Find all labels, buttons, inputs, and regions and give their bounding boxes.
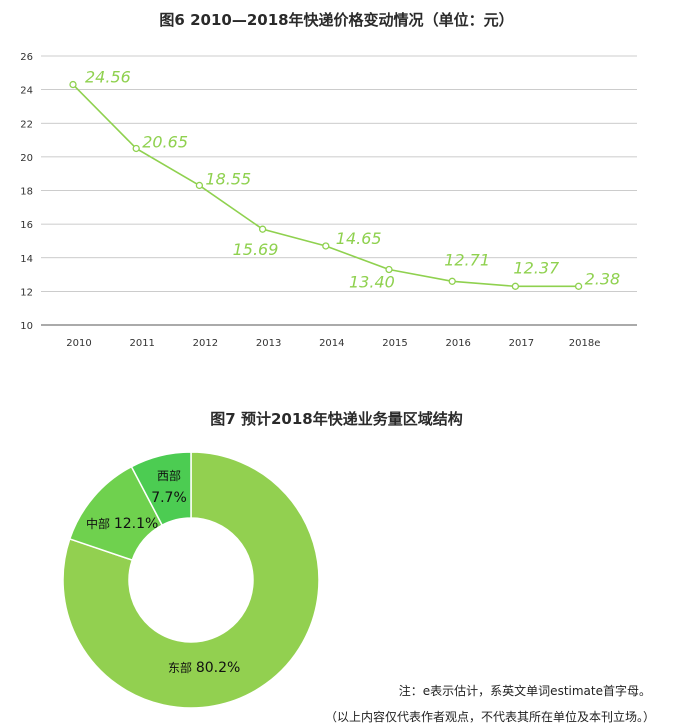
- data-point: [195, 181, 204, 190]
- line-chart: 26 24 22 20 18 16 14 12 10 2010 2011 2012 2013 2014 20…: [20, 52, 637, 349]
- x-tick-label: 2014: [319, 338, 344, 349]
- y-tick-label: 12: [20, 287, 33, 298]
- slice-name: 西部: [157, 468, 181, 483]
- data-point: [574, 282, 583, 290]
- x-tick-label: 2016: [445, 338, 470, 349]
- data-label: 20.65: [142, 132, 188, 151]
- slice-percent: 7.7%: [151, 490, 187, 506]
- data-point: [258, 225, 267, 233]
- slice-label: 中部 12.1%: [86, 516, 158, 532]
- y-tick-label: 26: [20, 52, 33, 63]
- x-tick-label: 2018e: [569, 338, 601, 349]
- data-point: [385, 265, 393, 274]
- series-line: [72, 84, 579, 288]
- x-tick-label: 2015: [382, 338, 407, 349]
- slice-name: 中部: [86, 516, 114, 531]
- x-tick-label: 2012: [193, 338, 218, 349]
- data-point: [69, 80, 77, 89]
- data-point: [322, 242, 330, 250]
- slice-label: 东部 80.2%: [168, 660, 240, 676]
- data-point: [132, 144, 140, 153]
- y-tick-label: 16: [20, 220, 33, 231]
- slice-percent: 80.2%: [196, 660, 240, 676]
- donut-slice: [62, 451, 320, 709]
- line-chart-title: 图6 2010—2018年快递价格变动情况（单位：元）: [159, 11, 514, 29]
- x-tick-label: 2017: [509, 338, 534, 349]
- data-label: 15.69: [233, 240, 279, 259]
- data-label: 18.55: [205, 169, 251, 188]
- data-label: 2.38: [585, 269, 621, 288]
- y-tick-label: 18: [20, 187, 33, 198]
- slice-percent: 12.1%: [114, 516, 158, 532]
- footnote-disclaimer: （以上内容仅代表作者观点，不代表其所在单位及本刊立场。）: [324, 710, 655, 724]
- donut-chart: 东部 80.2% 中部 12.1% 西部 7.7%: [62, 451, 320, 709]
- data-point: [511, 282, 520, 290]
- y-tick-label: 10: [20, 321, 33, 332]
- data-point: [448, 277, 456, 285]
- footnote-estimate: 注：e表示估计，系英文单词estimate首字母。: [398, 684, 651, 698]
- slice-name: 东部: [168, 660, 196, 675]
- x-tick-label: 2010: [66, 338, 91, 349]
- pie-chart-title: 图7 预计2018年快递业务量区域结构: [210, 410, 463, 428]
- x-tick-label: 2013: [256, 338, 281, 349]
- y-tick-label: 24: [20, 86, 33, 97]
- data-label: 12.71: [444, 250, 490, 269]
- y-tick-label: 20: [20, 153, 33, 164]
- y-tick-label: 14: [20, 254, 33, 265]
- data-label: 13.40: [349, 273, 395, 292]
- x-tick-label: 2011: [129, 338, 154, 349]
- data-label: 12.37: [513, 258, 560, 277]
- data-label: 14.65: [336, 229, 382, 248]
- data-label: 24.56: [85, 68, 131, 87]
- donut-slice: [130, 451, 192, 527]
- y-tick-label: 22: [20, 119, 33, 130]
